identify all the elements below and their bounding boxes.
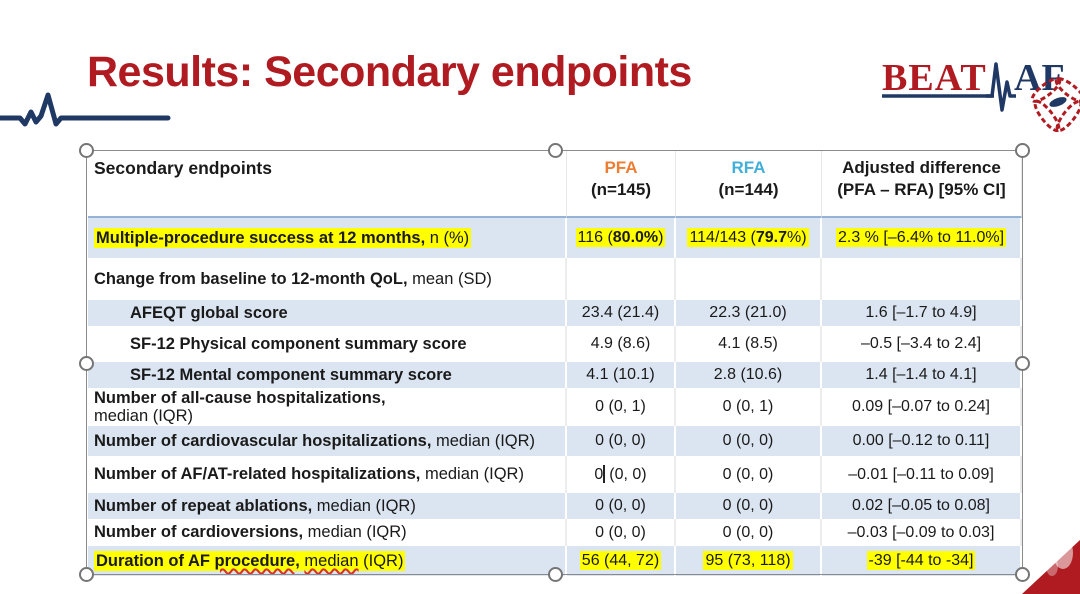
- header-col-rfa[interactable]: RFA (n=144): [676, 151, 822, 218]
- diff-label-line2: (PFA – RFA) [95% CI]: [837, 179, 1006, 199]
- pfa-value-cell[interactable]: 0 (0, 0): [567, 426, 676, 456]
- rfa-label: RFA: [731, 158, 766, 177]
- table-header-row: Secondary endpoints PFA (n=145) RFA (n=1…: [88, 151, 1022, 218]
- selection-handle-bottom-left[interactable]: [79, 567, 94, 582]
- header-col-endpoints[interactable]: Secondary endpoints: [88, 151, 567, 218]
- selection-handle-middle-right[interactable]: [1015, 355, 1030, 371]
- diff-value-cell[interactable]: 0.09 [–0.07 to 0.24]: [822, 388, 1022, 426]
- table-row: Duration of AF procedure, median (IQR) 56…: [88, 546, 1022, 576]
- pfa-value-cell[interactable]: 0 (0, 0): [567, 456, 676, 493]
- rfa-value-cell[interactable]: 2.8 (10.6): [676, 362, 822, 388]
- header-col-adjusted-difference[interactable]: Adjusted difference (PFA – RFA) [95% CI]: [822, 151, 1022, 218]
- diff-value-cell[interactable]: 0.02 [–0.05 to 0.08]: [822, 493, 1022, 519]
- selection-handle-top-left[interactable]: [79, 143, 94, 158]
- rfa-n-label: (n=144): [718, 179, 779, 199]
- table-row: Number of cardioversions, median (IQR) 0 …: [88, 519, 1022, 546]
- logo-af-text: AF: [1014, 57, 1065, 99]
- pfa-value-cell[interactable]: 0 (0, 0): [567, 493, 676, 519]
- corner-triangle-decoration: [1022, 540, 1080, 594]
- selection-handle-bottom-middle[interactable]: [547, 567, 563, 582]
- table-row: Number of all-cause hospitalizations, med…: [88, 388, 1022, 426]
- diff-value-cell[interactable]: –0.5 [–3.4 to 2.4]: [822, 326, 1022, 362]
- rfa-value-cell[interactable]: 0 (0, 1): [676, 388, 822, 426]
- rfa-value-cell[interactable]: 0 (0, 0): [676, 519, 822, 546]
- rfa-value-cell[interactable]: 22.3 (21.0): [676, 300, 822, 326]
- rfa-value-cell[interactable]: 0 (0, 0): [676, 493, 822, 519]
- table-row: SF-12 Physical component summary score 4.…: [88, 326, 1022, 362]
- selection-handle-top-right[interactable]: [1015, 143, 1030, 158]
- header-col-pfa[interactable]: PFA (n=145): [567, 151, 676, 218]
- selection-handle-middle-left[interactable]: [79, 355, 94, 371]
- table-row: AFEQT global score 23.4 (21.4) 22.3 (21.0)…: [88, 300, 1022, 326]
- row-label-cell[interactable]: Number of repeat ablations, median (IQR): [88, 493, 567, 519]
- rfa-value-cell[interactable]: 95 (73, 118): [676, 546, 822, 576]
- diff-value-cell[interactable]: 0.00 [–0.12 to 0.11]: [822, 426, 1022, 456]
- row-label-cell[interactable]: AFEQT global score: [88, 300, 567, 326]
- diff-value-cell[interactable]: -39 [-44 to -34]: [822, 546, 1022, 576]
- row-label-cell[interactable]: Number of cardioversions, median (IQR): [88, 519, 567, 546]
- ecg-line-decoration: [0, 92, 171, 127]
- row-label-cell[interactable]: Number of AF/AT-related hospitalizations…: [88, 456, 567, 493]
- rfa-value-cell[interactable]: 0 (0, 0): [676, 426, 822, 456]
- diff-value-cell[interactable]: –0.03 [–0.09 to 0.03]: [822, 519, 1022, 546]
- table-row: Number of AF/AT-related hospitalizations…: [88, 456, 1022, 493]
- selection-handle-bottom-right[interactable]: [1015, 567, 1030, 582]
- pfa-value-cell[interactable]: 23.4 (21.4): [567, 300, 676, 326]
- pfa-value-cell[interactable]: 0 (0, 1): [567, 388, 676, 426]
- pfa-value-cell[interactable]: 4.1 (10.1): [567, 362, 676, 388]
- table-row: SF-12 Mental component summary score 4.1 …: [88, 362, 1022, 388]
- row-label-cell[interactable]: SF-12 Mental component summary score: [88, 362, 567, 388]
- row-label-cell[interactable]: Number of all-cause hospitalizations, med…: [88, 388, 567, 426]
- pfa-value-cell[interactable]: [567, 258, 676, 300]
- rfa-value-cell[interactable]: 114/143 (79.7%): [676, 218, 822, 258]
- diff-value-cell[interactable]: [822, 258, 1022, 300]
- logo-ecg-spike-icon: [986, 62, 1016, 112]
- pfa-value-cell[interactable]: 56 (44, 72): [567, 546, 676, 576]
- pfa-value-cell[interactable]: 0 (0, 0): [567, 519, 676, 546]
- diff-value-cell[interactable]: 1.6 [–1.7 to 4.9]: [822, 300, 1022, 326]
- rfa-value-cell[interactable]: 4.1 (8.5): [676, 326, 822, 362]
- text-caret: [603, 465, 605, 483]
- table-row: Number of cardiovascular hospitalization…: [88, 426, 1022, 456]
- diff-value-cell[interactable]: 2.3 % [–6.4% to 11.0%]: [822, 218, 1022, 258]
- beat-af-logo[interactable]: BEAT AF: [882, 50, 1080, 142]
- logo-beat-text: BEAT: [882, 57, 987, 99]
- diff-label-line1: Adjusted difference: [842, 158, 1001, 177]
- table-row: Change from baseline to 12-month QoL, me…: [88, 258, 1022, 300]
- slide-title[interactable]: Results: Secondary endpoints: [87, 48, 692, 96]
- row-label-cell[interactable]: Number of cardiovascular hospitalization…: [88, 426, 567, 456]
- pfa-label: PFA: [604, 158, 638, 177]
- row-label-cell[interactable]: Multiple-procedure success at 12 months,…: [88, 218, 567, 258]
- diff-value-cell[interactable]: 1.4 [–1.4 to 4.1]: [822, 362, 1022, 388]
- diff-value-cell[interactable]: –0.01 [–0.11 to 0.09]: [822, 456, 1022, 493]
- rfa-value-cell[interactable]: [676, 258, 822, 300]
- row-label-cell[interactable]: SF-12 Physical component summary score: [88, 326, 567, 362]
- table-row: Multiple-procedure success at 12 months,…: [88, 218, 1022, 258]
- dragonfly-icon: [1030, 77, 1080, 133]
- row-label-cell[interactable]: Change from baseline to 12-month QoL, me…: [88, 258, 567, 300]
- table-row: Number of repeat ablations, median (IQR)…: [88, 493, 1022, 519]
- rfa-value-cell[interactable]: 0 (0, 0): [676, 456, 822, 493]
- selection-handle-top-middle[interactable]: [547, 143, 563, 158]
- pfa-n-label: (n=145): [591, 179, 651, 199]
- row-label-cell[interactable]: Duration of AF procedure, median (IQR): [88, 546, 567, 576]
- secondary-endpoints-table[interactable]: Secondary endpoints PFA (n=145) RFA (n=1…: [88, 151, 1022, 576]
- pfa-value-cell[interactable]: 116 (80.0%): [567, 218, 676, 258]
- pfa-value-cell[interactable]: 4.9 (8.6): [567, 326, 676, 362]
